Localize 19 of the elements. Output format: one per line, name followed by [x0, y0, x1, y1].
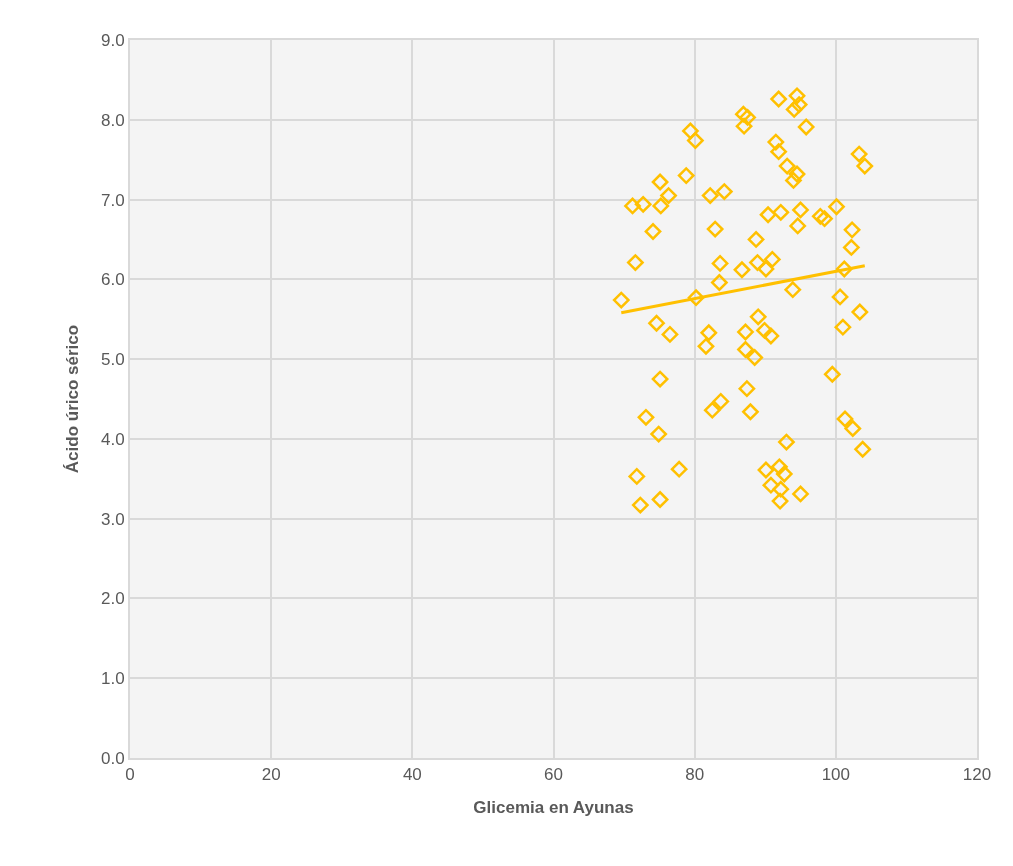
- y-tick-label: 1.0: [100, 669, 125, 689]
- x-tick-label: 80: [685, 765, 705, 785]
- y-tick-label: 5.0: [100, 350, 125, 370]
- x-tick-label: 0: [125, 765, 135, 785]
- x-tick-label: 120: [962, 765, 992, 785]
- x-tick-label: 20: [261, 765, 281, 785]
- y-tick-label: 7.0: [100, 190, 125, 210]
- y-axis-title: Ácido úrico sérico: [63, 324, 83, 474]
- x-tick-label: 40: [402, 765, 422, 785]
- y-tick-label: 4.0: [100, 429, 125, 449]
- x-tick-label: 100: [821, 765, 851, 785]
- y-tick-label: 9.0: [100, 30, 125, 50]
- y-tick-label: 0.0: [100, 748, 125, 768]
- y-tick-label: 3.0: [100, 509, 125, 529]
- x-axis-title: Glicemia en Ayunas: [473, 798, 634, 818]
- x-tick-label: 60: [544, 765, 563, 785]
- y-tick-label: 8.0: [100, 110, 125, 130]
- y-tick-label: 6.0: [100, 270, 125, 290]
- y-tick-label: 2.0: [100, 589, 125, 609]
